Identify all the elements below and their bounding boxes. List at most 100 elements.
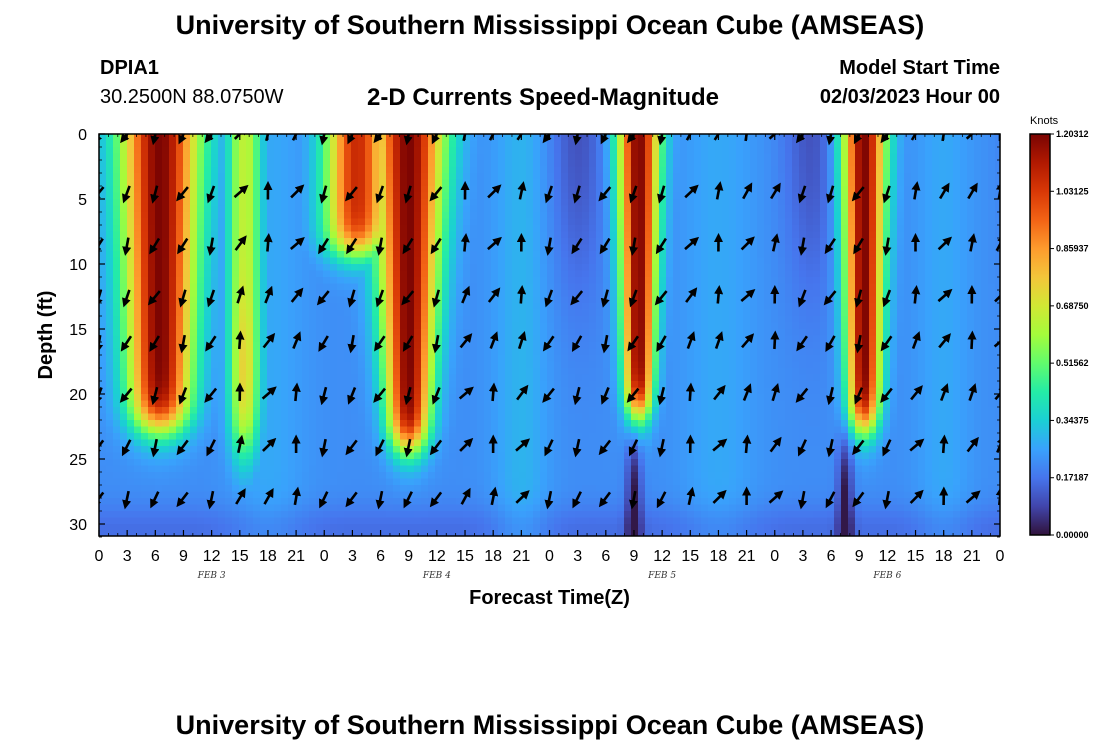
heatmap-cell: [533, 186, 541, 194]
heatmap-cell: [218, 387, 226, 395]
heatmap-cell: [99, 446, 107, 454]
heatmap-cell: [477, 283, 485, 291]
heatmap-cell: [183, 433, 191, 441]
heatmap-cell: [211, 231, 219, 239]
heatmap-cell: [407, 348, 415, 356]
heatmap-cell: [463, 322, 471, 330]
heatmap-cell: [309, 251, 317, 259]
heatmap-cell: [610, 186, 618, 194]
heatmap-cell: [372, 329, 380, 337]
heatmap-cell: [358, 186, 366, 194]
heatmap-cell: [358, 413, 366, 421]
heatmap-cell: [421, 524, 429, 532]
heatmap-cell: [470, 316, 478, 324]
heatmap-cell: [99, 400, 107, 408]
heatmap-cell: [540, 179, 548, 187]
heatmap-cell: [498, 140, 506, 148]
heatmap-cell: [498, 387, 506, 395]
heatmap-cell: [183, 426, 191, 434]
heatmap-cell: [540, 322, 548, 330]
heatmap-cell: [624, 290, 632, 298]
heatmap-cell: [575, 361, 583, 369]
heatmap-cell: [596, 264, 604, 272]
heatmap-cell: [295, 342, 303, 350]
heatmap-cell: [463, 472, 471, 480]
heatmap-cell: [274, 179, 282, 187]
heatmap-cell: [267, 283, 275, 291]
heatmap-cell: [624, 452, 632, 460]
heatmap-cell: [603, 316, 611, 324]
heatmap-cell: [232, 446, 240, 454]
heatmap-cell: [106, 173, 114, 181]
heatmap-cell: [519, 517, 527, 525]
heatmap-cell: [309, 238, 317, 246]
heatmap-cell: [428, 478, 436, 486]
heatmap-cell: [253, 485, 261, 493]
heatmap-cell: [295, 212, 303, 220]
heatmap-cell: [113, 329, 121, 337]
heatmap-cell: [645, 439, 653, 447]
heatmap-cell: [631, 205, 639, 213]
heatmap-cell: [624, 160, 632, 168]
heatmap-cell: [400, 459, 408, 467]
heatmap-cell: [113, 225, 121, 233]
heatmap-cell: [463, 426, 471, 434]
heatmap-cell: [148, 277, 156, 285]
heatmap-cell: [512, 316, 520, 324]
heatmap-cell: [246, 342, 254, 350]
heatmap-cell: [162, 374, 170, 382]
heatmap-cell: [281, 309, 289, 317]
heatmap-cell: [239, 283, 247, 291]
heatmap-cell: [463, 368, 471, 376]
heatmap-cell: [344, 160, 352, 168]
heatmap-cell: [302, 264, 310, 272]
heatmap-cell: [638, 400, 646, 408]
heatmap-cell: [183, 199, 191, 207]
heatmap-cell: [526, 322, 534, 330]
heatmap-cell: [554, 296, 562, 304]
heatmap-cell: [603, 309, 611, 317]
heatmap-cell: [463, 270, 471, 278]
heatmap-cell: [414, 303, 422, 311]
heatmap-cell: [386, 420, 394, 428]
heatmap-cell: [148, 355, 156, 363]
heatmap-cell: [477, 270, 485, 278]
heatmap-cell: [603, 160, 611, 168]
heatmap-cell: [365, 387, 373, 395]
heatmap-cell: [162, 186, 170, 194]
heatmap-cell: [624, 368, 632, 376]
heatmap-cell: [421, 212, 429, 220]
heatmap-cell: [260, 420, 268, 428]
heatmap-cell: [400, 524, 408, 532]
heatmap-cell: [239, 511, 247, 519]
heatmap-cell: [554, 478, 562, 486]
heatmap-cell: [330, 199, 338, 207]
heatmap-cell: [302, 160, 310, 168]
heatmap-cell: [463, 446, 471, 454]
heatmap-cell: [134, 439, 142, 447]
heatmap-cell: [281, 322, 289, 330]
heatmap-cell: [414, 160, 422, 168]
heatmap-cell: [505, 290, 513, 298]
heatmap-cell: [421, 179, 429, 187]
heatmap-cell: [253, 199, 261, 207]
heatmap-cell: [239, 498, 247, 506]
heatmap-cell: [127, 205, 135, 213]
heatmap-cell: [414, 283, 422, 291]
heatmap-cell: [330, 192, 338, 200]
heatmap-cell: [498, 394, 506, 402]
heatmap-cell: [323, 530, 331, 536]
heatmap-cell: [141, 147, 149, 155]
heatmap-cell: [414, 134, 422, 142]
heatmap-cell: [456, 530, 464, 536]
heatmap-cell: [589, 147, 597, 155]
heatmap-cell: [316, 374, 324, 382]
heatmap-cell: [659, 160, 667, 168]
heatmap-cell: [274, 166, 282, 174]
heatmap-cell: [617, 400, 625, 408]
heatmap-cell: [498, 374, 506, 382]
heatmap-cell: [428, 283, 436, 291]
heatmap-cell: [323, 420, 331, 428]
heatmap-cell: [106, 413, 114, 421]
heatmap-cell: [603, 511, 611, 519]
